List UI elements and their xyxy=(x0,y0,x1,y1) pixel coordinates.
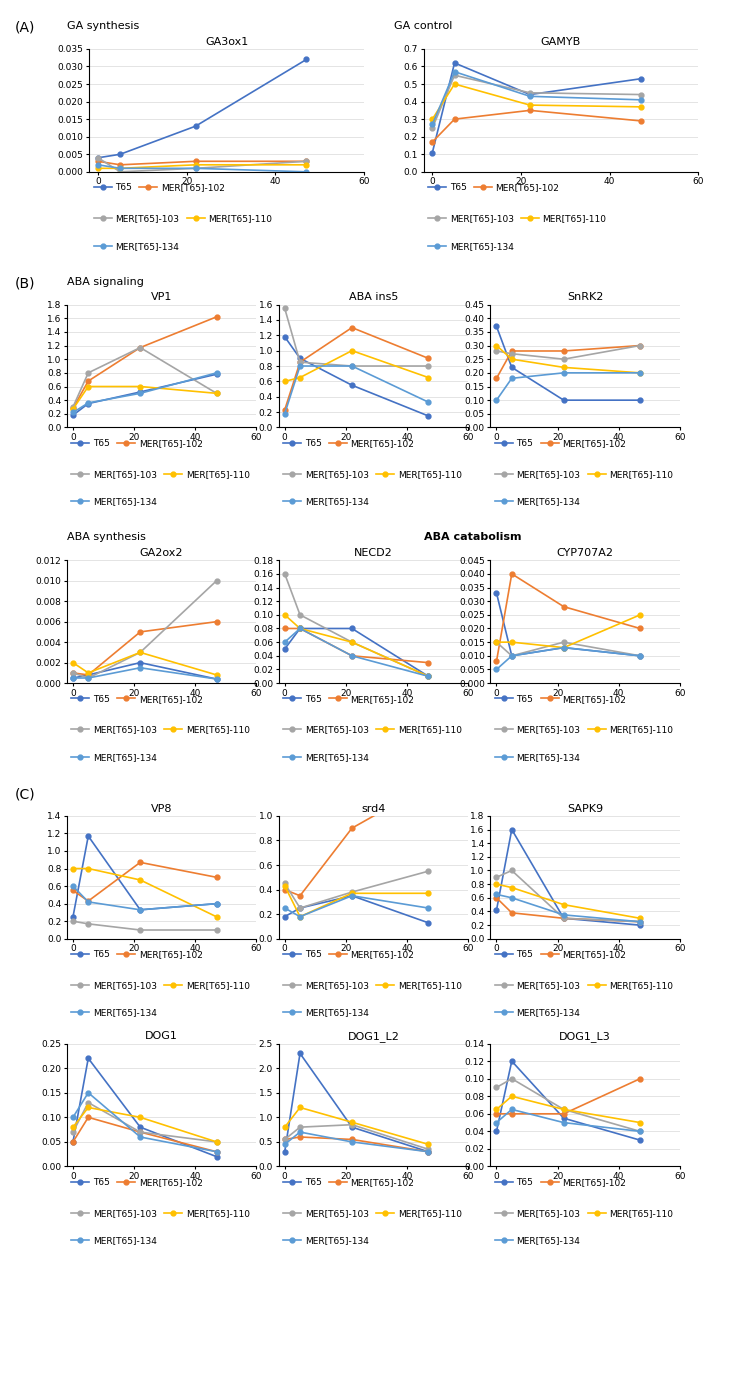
Text: (A): (A) xyxy=(15,21,35,35)
Title: NECD2: NECD2 xyxy=(354,548,393,557)
Legend: MER[T65]-134: MER[T65]-134 xyxy=(71,1009,157,1017)
Text: GA control: GA control xyxy=(394,21,452,31)
Title: srd4: srd4 xyxy=(361,803,386,813)
Title: GAMYB: GAMYB xyxy=(541,36,581,46)
Text: ABA signaling: ABA signaling xyxy=(67,277,143,286)
Title: CYP707A2: CYP707A2 xyxy=(557,548,614,557)
Legend: MER[T65]-134: MER[T65]-134 xyxy=(495,497,580,506)
Title: GA3ox1: GA3ox1 xyxy=(205,36,248,46)
Legend: MER[T65]-134: MER[T65]-134 xyxy=(495,1009,580,1017)
Legend: MER[T65]-134: MER[T65]-134 xyxy=(428,242,513,250)
Legend: MER[T65]-134: MER[T65]-134 xyxy=(283,497,369,506)
Title: VP8: VP8 xyxy=(151,803,172,813)
Legend: MER[T65]-134: MER[T65]-134 xyxy=(71,753,157,761)
Legend: MER[T65]-134: MER[T65]-134 xyxy=(283,1236,369,1245)
Title: VP1: VP1 xyxy=(151,292,172,302)
Title: ABA ins5: ABA ins5 xyxy=(348,292,398,302)
Title: SAPK9: SAPK9 xyxy=(567,803,603,813)
Title: DOG1_L2: DOG1_L2 xyxy=(348,1031,399,1042)
Text: (C): (C) xyxy=(15,788,36,802)
Title: GA2ox2: GA2ox2 xyxy=(140,548,184,557)
Title: SnRK2: SnRK2 xyxy=(567,292,603,302)
Legend: MER[T65]-134: MER[T65]-134 xyxy=(283,1009,369,1017)
Legend: MER[T65]-134: MER[T65]-134 xyxy=(495,1236,580,1245)
Title: DOG1: DOG1 xyxy=(145,1031,178,1041)
Legend: MER[T65]-134: MER[T65]-134 xyxy=(71,1236,157,1245)
Legend: MER[T65]-134: MER[T65]-134 xyxy=(283,753,369,761)
Title: DOG1_L3: DOG1_L3 xyxy=(559,1031,611,1042)
Text: GA synthesis: GA synthesis xyxy=(67,21,139,31)
Legend: MER[T65]-134: MER[T65]-134 xyxy=(71,497,157,506)
Text: ABA catabolism: ABA catabolism xyxy=(424,532,521,542)
Legend: MER[T65]-134: MER[T65]-134 xyxy=(495,753,580,761)
Text: ABA synthesis: ABA synthesis xyxy=(67,532,146,542)
Text: (B): (B) xyxy=(15,277,36,291)
Legend: MER[T65]-134: MER[T65]-134 xyxy=(94,242,179,250)
